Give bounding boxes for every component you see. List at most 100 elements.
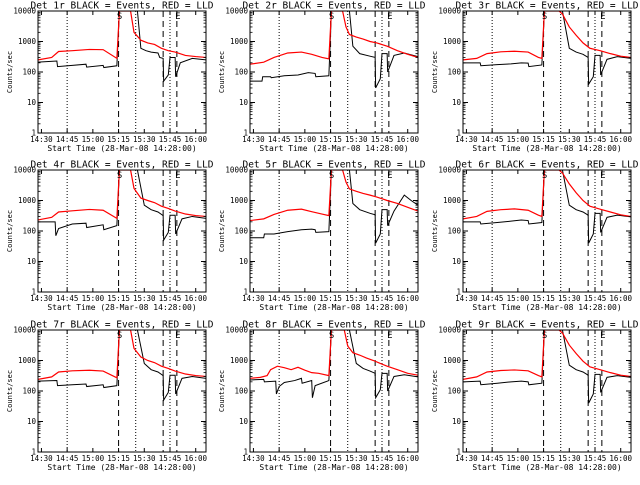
x-tick-label: 14:30 [455, 454, 478, 463]
x-tick-label: 15:00 [294, 454, 317, 463]
y-tick-label: 1 [243, 288, 248, 297]
y-tick-label: 1000 [443, 37, 462, 46]
y-tick-label: 100 [22, 387, 36, 396]
x-tick-label: 14:30 [30, 454, 53, 463]
y-tick-label: 10 [452, 98, 462, 107]
panel-title: Det 2r BLACK = Events, RED = LLD [242, 1, 425, 12]
series-lld-line [38, 11, 206, 61]
x-tick-label: 16:00 [396, 135, 419, 144]
y-axis-label: Counts/sec [218, 210, 226, 252]
x-tick-label: 15:30 [345, 135, 368, 144]
y-tick-label: 1 [243, 448, 248, 457]
series-lld-line [463, 11, 631, 61]
x-tick-label: 15:15 [319, 294, 342, 303]
x-tick-label: 15:00 [82, 454, 105, 463]
series-events-line [463, 11, 631, 86]
x-tick-label: 15:45 [371, 454, 394, 463]
y-tick-label: 10 [27, 417, 37, 426]
plot-frame [37, 169, 207, 293]
y-tick-label: 100 [234, 387, 248, 396]
x-axis-label: Start Time (28-Mar-08 14:28:00) [472, 144, 621, 153]
x-tick-label: 15:45 [159, 454, 182, 463]
y-tick-label: 100 [447, 68, 461, 77]
x-tick-label: 14:30 [30, 135, 53, 144]
series-events-line [250, 11, 418, 89]
panel-title: Det 8r BLACK = Events, RED = LLD [242, 320, 425, 331]
series-events-line [38, 330, 206, 402]
x-tick-label: 16:00 [184, 454, 207, 463]
marker-e: E [175, 12, 180, 22]
x-tick-label: 14:45 [56, 135, 79, 144]
x-axis-label: Start Time (28-Mar-08 14:28:00) [259, 463, 408, 472]
x-tick-label: 16:00 [396, 294, 419, 303]
series-lld-line [38, 170, 206, 221]
x-tick-label: 15:30 [345, 454, 368, 463]
panel-title: Det 3r BLACK = Events, RED = LLD [455, 1, 638, 12]
x-tick-label: 15:00 [507, 294, 530, 303]
x-axis-label: Start Time (28-Mar-08 14:28:00) [472, 463, 621, 472]
plot-frame [37, 10, 207, 134]
x-tick-label: 14:30 [455, 135, 478, 144]
y-tick-label: 10000 [438, 7, 461, 16]
marker-s: S [542, 331, 547, 341]
series-events-line [38, 11, 206, 83]
panel-title: Det 5r BLACK = Events, RED = LLD [242, 160, 425, 171]
y-tick-label: 1000 [18, 356, 37, 365]
x-tick-label: 15:15 [532, 135, 555, 144]
marker-e: E [387, 12, 392, 22]
series-lld-line [463, 330, 631, 380]
plot-frame [462, 329, 632, 453]
y-tick-label: 1 [456, 448, 461, 457]
x-tick-label: 15:30 [133, 454, 156, 463]
marker-s: S [542, 12, 547, 22]
panel-title: Det 4r BLACK = Events, RED = LLD [30, 160, 213, 171]
y-tick-label: 10 [27, 257, 37, 266]
x-axis-label: Start Time (28-Mar-08 14:28:00) [259, 303, 408, 312]
x-tick-label: 14:30 [455, 294, 478, 303]
marker-e: E [175, 331, 180, 341]
x-axis-label: Start Time (28-Mar-08 14:28:00) [47, 303, 196, 312]
y-tick-label: 10 [239, 257, 249, 266]
y-axis-label: Counts/sec [218, 370, 226, 412]
marker-e: E [387, 331, 392, 341]
series-lld-line [250, 170, 418, 222]
marker-s: S [117, 12, 122, 22]
x-tick-label: 15:30 [345, 294, 368, 303]
x-tick-label: 15:00 [294, 294, 317, 303]
y-tick-label: 10000 [225, 7, 248, 16]
x-tick-label: 15:00 [82, 135, 105, 144]
x-tick-label: 15:15 [532, 294, 555, 303]
marker-e: E [387, 171, 392, 181]
y-tick-label: 1 [243, 129, 248, 138]
x-tick-label: 16:00 [609, 294, 632, 303]
y-tick-label: 100 [234, 68, 248, 77]
y-tick-label: 100 [447, 387, 461, 396]
x-tick-label: 16:00 [609, 454, 632, 463]
y-tick-label: 10000 [225, 326, 248, 335]
y-axis-label: Counts/sec [6, 51, 14, 93]
y-axis-label: Counts/sec [6, 210, 14, 252]
series-events-line [38, 170, 206, 242]
y-tick-label: 10 [239, 98, 249, 107]
series-lld-line [250, 330, 418, 379]
x-tick-label: 14:45 [481, 294, 504, 303]
x-tick-label: 14:30 [242, 454, 265, 463]
plot-frame [249, 10, 419, 134]
y-tick-label: 1 [456, 288, 461, 297]
y-tick-label: 10000 [13, 7, 36, 16]
x-tick-label: 14:45 [268, 135, 291, 144]
x-tick-label: 14:45 [481, 454, 504, 463]
plot-frame [249, 169, 419, 293]
x-tick-label: 15:15 [319, 454, 342, 463]
x-tick-label: 15:45 [371, 135, 394, 144]
plot-frame [462, 10, 632, 134]
x-tick-label: 15:30 [133, 135, 156, 144]
marker-s: S [117, 171, 122, 181]
x-tick-label: 15:45 [584, 294, 607, 303]
series-lld-line [463, 170, 631, 220]
